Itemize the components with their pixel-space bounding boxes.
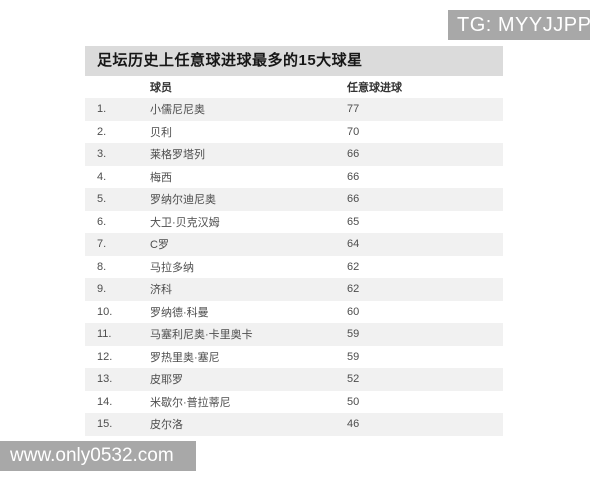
row-goals: 64 [347,238,360,251]
table-row: 13. 皮耶罗 52 [85,368,503,391]
row-player: C罗 [150,239,169,252]
row-player: 米歇尔·普拉蒂尼 [150,396,231,409]
row-player: 罗热里奥·塞尼 [150,351,220,364]
table-title: 足坛历史上任意球进球最多的15大球星 [85,46,503,76]
row-goals: 62 [347,260,360,273]
row-rank: 13. [97,373,113,386]
row-player: 罗纳尔迪尼奥 [150,194,216,207]
table-row: 11. 马塞利尼奥·卡里奥卡 59 [85,323,503,346]
table-body: 1. 小儒尼尼奥 77 2. 贝利 70 3. 莱格罗塔列 66 4. 梅西 6… [85,98,503,436]
row-rank: 11. [97,328,112,341]
row-goals: 77 [347,103,360,116]
free-kick-ranking-table: 足坛历史上任意球进球最多的15大球星 球员 任意球进球 1. 小儒尼尼奥 77 … [85,46,503,436]
row-rank: 3. [97,148,107,161]
row-rank: 15. [97,418,113,431]
telegram-contact-badge: TG: MYYJJPP [448,10,591,40]
table-row: 4. 梅西 66 [85,165,503,188]
table-row: 3. 莱格罗塔列 66 [85,143,503,166]
row-rank: 4. [97,170,107,183]
row-goals: 70 [347,125,360,138]
row-goals: 60 [347,305,360,318]
table-row: 7. C罗 64 [85,233,503,256]
row-player: 皮尔洛 [150,419,183,432]
table-row: 5. 罗纳尔迪尼奥 66 [85,188,503,211]
row-rank: 5. [97,193,107,206]
row-rank: 12. [97,350,113,363]
table-header-row: 球员 任意球进球 [85,76,503,98]
header-goals: 任意球进球 [347,82,402,94]
row-goals: 50 [347,395,360,408]
table-row: 6. 大卫·贝克汉姆 65 [85,210,503,233]
row-player: 大卫·贝克汉姆 [150,216,220,229]
row-player: 梅西 [150,171,172,184]
row-player: 皮耶罗 [150,374,183,387]
row-goals: 66 [347,148,360,161]
row-player: 罗纳德·科曼 [150,306,209,319]
row-goals: 65 [347,215,360,228]
header-player: 球员 [150,82,172,94]
row-player: 济科 [150,284,172,297]
table-row: 9. 济科 62 [85,278,503,301]
table-row: 1. 小儒尼尼奥 77 [85,98,503,121]
row-rank: 2. [97,125,107,138]
row-player: 马塞利尼奥·卡里奥卡 [150,329,253,342]
row-goals: 66 [347,193,360,206]
table-row: 15. 皮尔洛 46 [85,413,503,436]
row-goals: 62 [347,283,360,296]
table-row: 12. 罗热里奥·塞尼 59 [85,345,503,368]
row-rank: 9. [97,283,107,296]
row-goals: 52 [347,373,360,386]
row-player: 马拉多纳 [150,261,194,274]
row-goals: 46 [347,418,360,431]
row-player: 小儒尼尼奥 [150,104,205,117]
row-rank: 14. [97,395,113,408]
row-rank: 1. [97,103,107,116]
table-row: 2. 贝利 70 [85,120,503,143]
row-goals: 66 [347,170,360,183]
row-rank: 7. [97,238,107,251]
table-row: 10. 罗纳德·科曼 60 [85,300,503,323]
row-player: 贝利 [150,126,172,139]
row-player: 莱格罗塔列 [150,149,205,162]
table-row: 14. 米歇尔·普拉蒂尼 50 [85,390,503,413]
table-row: 8. 马拉多纳 62 [85,255,503,278]
row-rank: 10. [97,305,113,318]
site-watermark: www.only0532.com [0,441,196,471]
row-goals: 59 [347,350,360,363]
row-goals: 59 [347,328,360,341]
row-rank: 8. [97,260,107,273]
row-rank: 6. [97,215,107,228]
